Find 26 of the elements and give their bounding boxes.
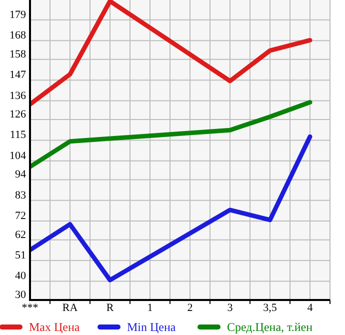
y-tick-label: 147 [10,69,26,82]
y-tick-label: 104 [10,150,26,162]
y-tick-label: 115 [10,129,26,142]
x-tick-label: R [106,302,114,314]
y-tick-label: 51 [15,250,26,262]
x-tick-label: 3 [227,302,234,314]
legend-label: Min Цена [127,320,176,334]
x-tick-label: *** [22,302,38,314]
y-tick-label: 40 [15,270,26,282]
y-tick-label: 83 [15,189,26,202]
legend-label: Сред.Цена, т.йен [227,320,314,334]
y-tick-label: 136 [10,90,26,102]
y-tick-label: 94 [15,168,26,181]
x-tick-label: 2 [187,302,193,314]
x-tick-label: 3,5 [263,302,278,314]
y-tick-label: 62 [15,228,26,241]
legend-label: Max Цена [29,320,80,334]
y-tick-label: 126 [10,108,26,121]
y-tick-label: 30 [15,289,26,301]
y-tick-label: 179 [10,8,26,21]
x-tick-label: RA [62,302,78,314]
x-tick-label: 1 [147,302,153,314]
y-tick-label: 158 [10,48,26,60]
y-tick-label: 168 [10,30,26,42]
y-tick-label: 72 [15,210,26,222]
x-tick-label: 4 [307,302,314,314]
